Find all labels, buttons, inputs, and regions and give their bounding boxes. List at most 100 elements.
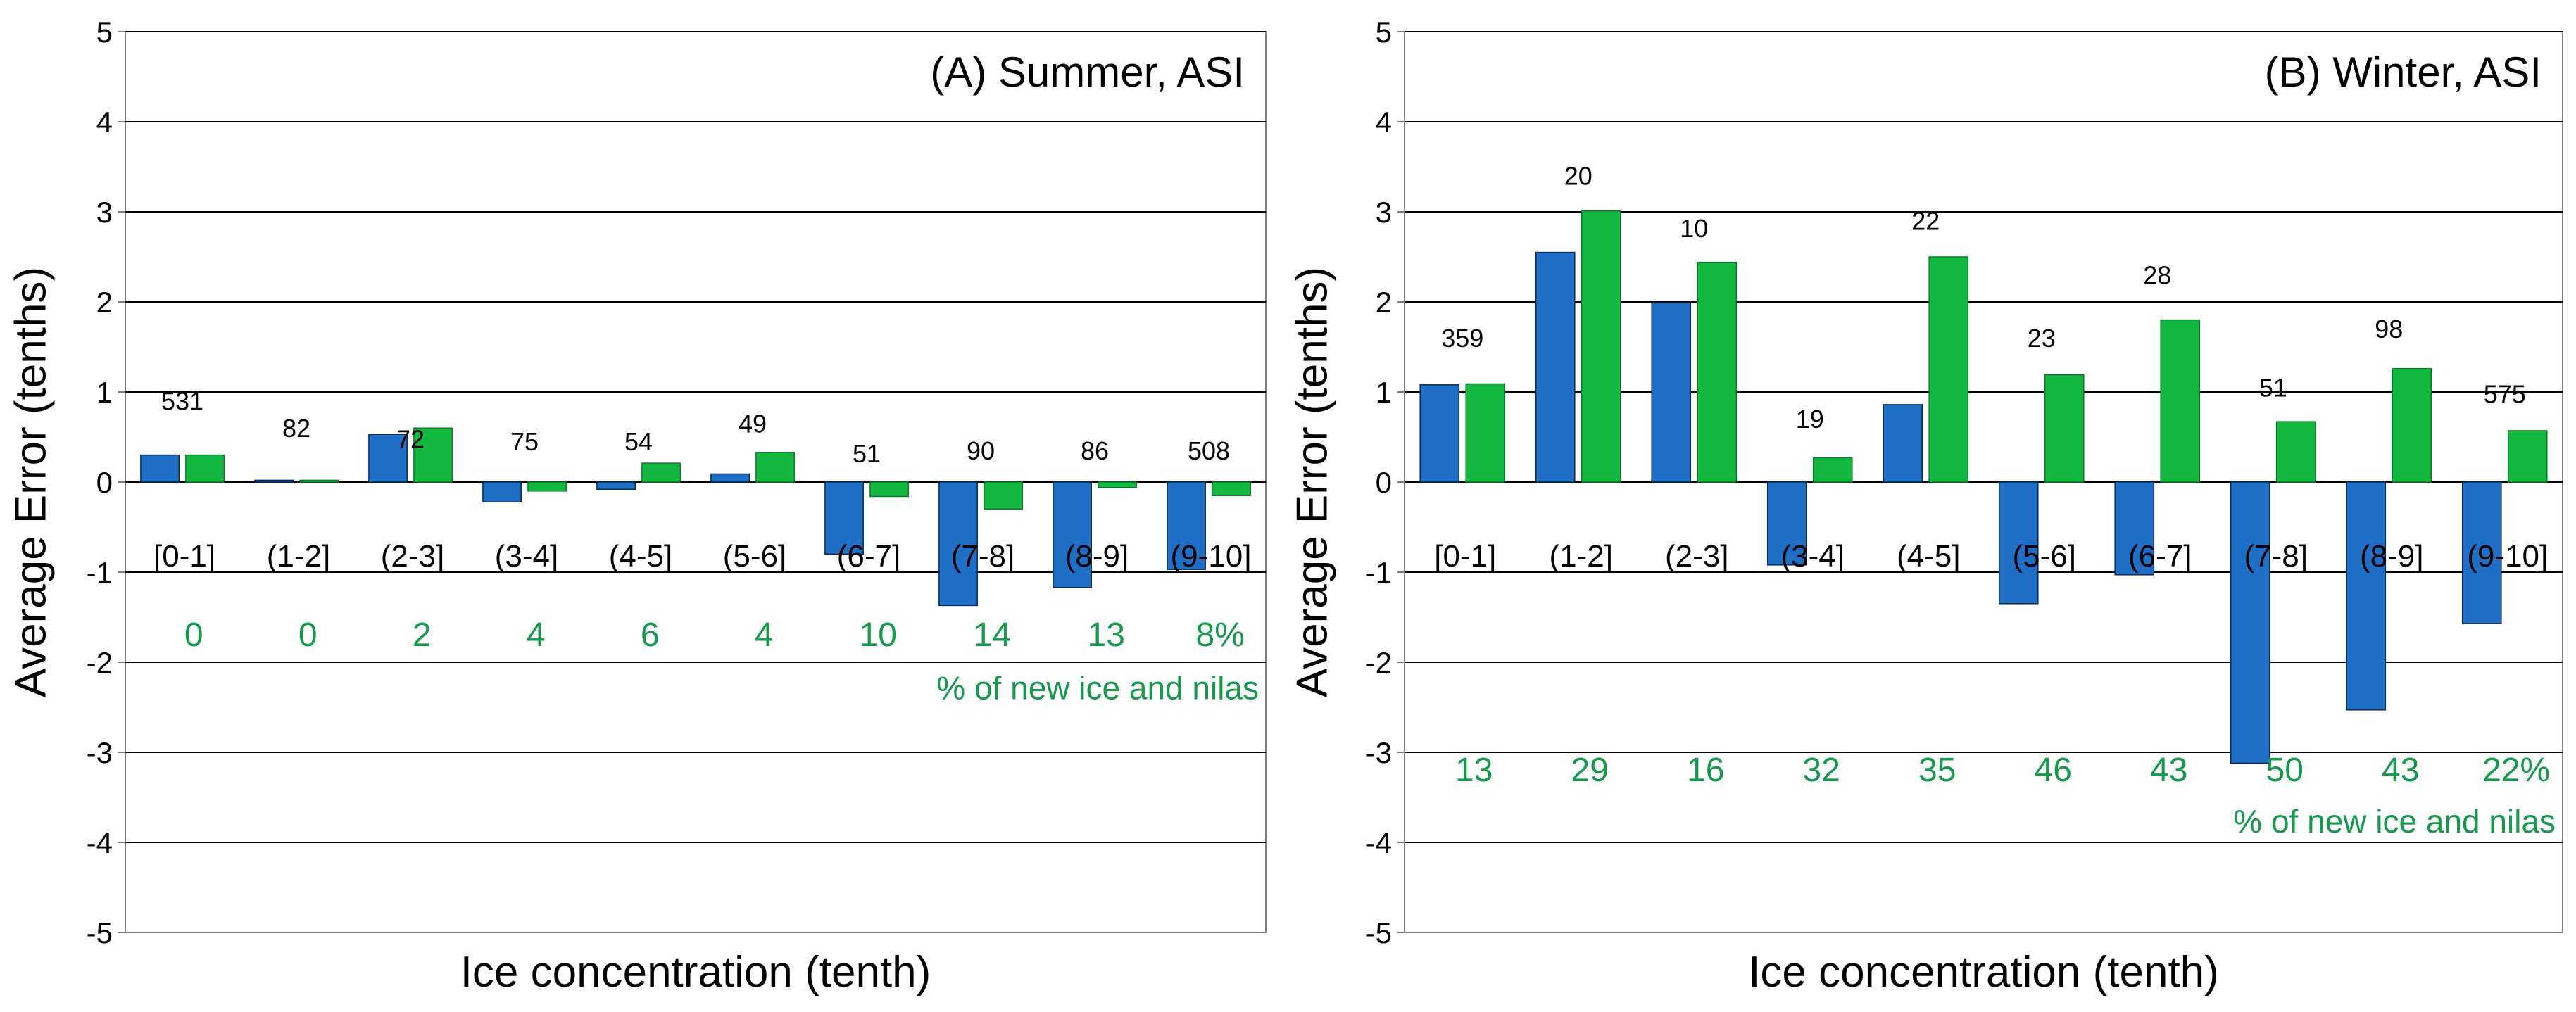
- category-label: (8-9]: [2360, 539, 2423, 574]
- category-label: (9-10]: [1171, 539, 1252, 574]
- y-axis-label: Average Error (tenths): [1288, 267, 1336, 697]
- chart-title: (B) Winter, ASI: [2265, 49, 2542, 96]
- count-label: 508: [1188, 436, 1230, 465]
- bar-blue-3: [1651, 302, 1692, 483]
- bar-green-5: [1928, 256, 1969, 483]
- bar-blue-3: [368, 434, 408, 483]
- chart-title: (A) Summer, ASI: [930, 49, 1245, 96]
- percent-label: 4: [755, 616, 774, 654]
- y-tick-label: 0: [1376, 466, 1392, 499]
- percent-label: 46: [2035, 752, 2072, 789]
- count-label: 20: [1564, 162, 1592, 191]
- count-label: 98: [2375, 315, 2403, 343]
- y-tick-label: 1: [1376, 376, 1392, 409]
- category-label: (5-6]: [723, 539, 786, 574]
- category-label: (2-3]: [1665, 539, 1728, 574]
- bar-blue-1: [140, 454, 180, 483]
- category-label: (3-4]: [1781, 539, 1845, 574]
- y-tick-label: 2: [1376, 286, 1392, 319]
- category-label: (7-8]: [951, 539, 1014, 574]
- y-tick-label: -4: [87, 826, 113, 859]
- count-label: 54: [624, 427, 653, 456]
- bar-green-8: [984, 481, 1023, 510]
- percent-caption: % of new ice and nilas: [936, 669, 1259, 706]
- bar-blue-6: [710, 473, 750, 483]
- y-tick-label: 5: [96, 15, 113, 49]
- bar-green-2: [1581, 210, 1621, 483]
- category-label: (6-7]: [837, 539, 900, 574]
- bar-blue-4: [1766, 481, 1807, 566]
- x-axis-label: Ice concentration (tenth): [460, 948, 931, 997]
- bar-blue-10: [2461, 481, 2502, 624]
- percent-label: 0: [299, 616, 318, 654]
- bar-blue-1: [1419, 384, 1460, 483]
- count-label: 28: [2143, 260, 2171, 289]
- category-label: (7-8]: [2244, 539, 2308, 574]
- bar-blue-8: [2230, 481, 2270, 764]
- x-axis-label: Ice concentration (tenth): [1748, 948, 2219, 997]
- count-label: 575: [2484, 379, 2526, 408]
- bar-green-1: [1465, 383, 1506, 483]
- count-label: 72: [396, 424, 425, 453]
- y-tick-label: -1: [87, 556, 113, 589]
- bar-green-6: [2044, 374, 2085, 483]
- percent-label: 8%: [1196, 616, 1245, 654]
- count-label: 51: [853, 439, 881, 468]
- y-tick-label: 5: [1376, 15, 1392, 49]
- bar-green-7: [2160, 319, 2201, 483]
- bar-blue-8: [938, 481, 978, 607]
- bar-green-3: [1697, 261, 1738, 483]
- bar-blue-9: [2346, 481, 2387, 711]
- category-label: (3-4]: [495, 539, 558, 574]
- bar-green-1: [185, 454, 225, 483]
- y-tick-label: 0: [96, 466, 113, 499]
- bar-blue-5: [1883, 404, 1923, 483]
- bar-green-7: [869, 481, 909, 498]
- category-label: (8-9]: [1065, 539, 1129, 574]
- y-tick-label: -3: [1366, 736, 1392, 769]
- percent-label: 16: [1687, 752, 1724, 789]
- y-tick-label: 1: [96, 376, 113, 409]
- y-tick-label: 3: [1376, 196, 1392, 229]
- y-axis-label: Average Error (tenths): [6, 267, 55, 697]
- bar-green-8: [2275, 421, 2316, 483]
- category-label: (2-3]: [381, 539, 444, 574]
- y-tick-label: 2: [96, 286, 113, 319]
- y-tick-label: -5: [87, 916, 113, 949]
- bar-green-4: [1812, 457, 1853, 483]
- y-tick-label: -1: [1366, 556, 1392, 589]
- percent-label: 0: [184, 616, 203, 654]
- bar-green-2: [299, 479, 339, 483]
- category-label: (4-5]: [609, 539, 672, 574]
- count-label: 359: [1441, 324, 1483, 353]
- percent-label: 14: [974, 616, 1011, 654]
- bar-blue-5: [596, 481, 636, 490]
- bar-green-4: [527, 481, 567, 492]
- percent-label: 35: [1918, 752, 1956, 789]
- y-tick-label: -2: [1366, 646, 1392, 679]
- bar-blue-10: [1167, 481, 1206, 570]
- category-label: (5-6]: [2013, 539, 2076, 574]
- count-label: 90: [967, 436, 995, 465]
- count-label: 10: [1680, 214, 1708, 243]
- count-label: 19: [1796, 405, 1824, 434]
- bar-green-10: [1212, 481, 1251, 496]
- y-tick-label: -5: [1366, 916, 1392, 949]
- y-tick-label: -2: [87, 646, 113, 679]
- percent-caption: % of new ice and nilas: [2233, 803, 2556, 840]
- category-label: (9-10]: [2467, 539, 2548, 574]
- percent-label: 43: [2150, 752, 2187, 789]
- count-label: 49: [739, 410, 767, 438]
- count-label: 86: [1081, 436, 1109, 465]
- percent-label: 43: [2382, 752, 2419, 789]
- percent-label: 13: [1455, 752, 1493, 789]
- percent-label: 10: [860, 616, 897, 654]
- bar-green-9: [2392, 367, 2432, 483]
- bar-green-10: [2507, 430, 2548, 483]
- percent-label: 13: [1088, 616, 1125, 654]
- category-label: (4-5]: [1897, 539, 1960, 574]
- bar-blue-6: [1998, 481, 2039, 605]
- count-label: 22: [1911, 207, 1940, 236]
